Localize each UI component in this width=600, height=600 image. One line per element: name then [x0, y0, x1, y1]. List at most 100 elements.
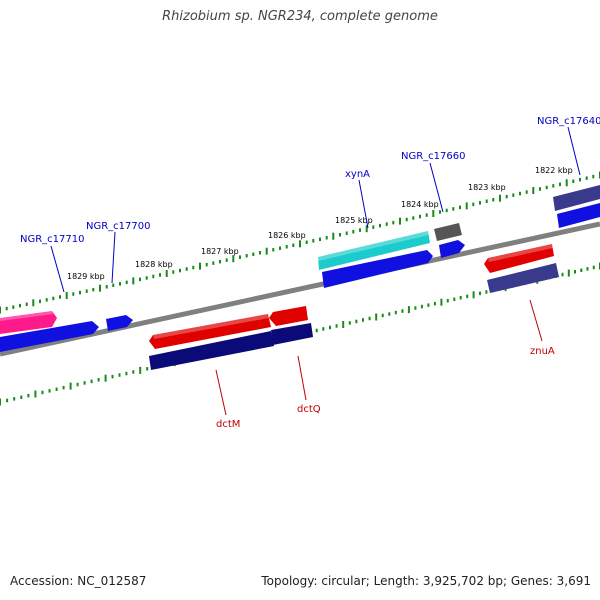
gene-feature-blue-long[interactable]: [0, 321, 99, 352]
top-tick: [319, 237, 321, 241]
gene-label-dctQ[interactable]: dctQ: [297, 404, 321, 415]
top-tick: [259, 251, 261, 255]
bottom-tick: [20, 395, 23, 399]
top-tick: [559, 182, 561, 187]
top-tick: [205, 262, 208, 267]
bottom-tick: [586, 267, 589, 271]
bottom-tick: [118, 373, 121, 377]
top-tick: [279, 246, 281, 250]
gene-label-xynA[interactable]: xynA: [345, 169, 370, 180]
bottom-tick: [580, 268, 583, 272]
bottom-tick: [97, 378, 100, 382]
gene-feature-xynA-cyan[interactable]: [318, 231, 430, 270]
gene-label-c17660[interactable]: NGR_c17660: [401, 151, 466, 162]
top-tick: [45, 298, 48, 302]
gene-label-c17710[interactable]: NGR_c17710: [20, 234, 85, 245]
top-tick: [12, 305, 15, 309]
top-tick: [172, 270, 175, 274]
top-tick: [539, 187, 541, 191]
top-tick: [199, 262, 201, 270]
gene-feature-pink[interactable]: [0, 311, 57, 334]
gene-label-c17640[interactable]: NGR_c17640: [537, 116, 600, 127]
top-tick: [512, 193, 515, 197]
kbp-label-1825: 1825 kbp: [335, 216, 373, 225]
top-tick: [552, 184, 555, 188]
top-tick: [332, 232, 335, 240]
gene-feature-c17640-purple[interactable]: [553, 185, 600, 211]
bottom-tick: [329, 325, 331, 330]
top-tick: [465, 202, 468, 210]
top-tick: [525, 190, 528, 194]
gene-feature-znuA-red[interactable]: [484, 244, 554, 273]
kbp-label-1829: 1829 kbp: [67, 272, 105, 281]
top-tick: [79, 290, 81, 295]
top-tick: [59, 295, 61, 299]
top-tick: [132, 277, 135, 285]
top-tick: [272, 248, 275, 252]
gene-feature-dctQ-red[interactable]: [269, 306, 308, 326]
top-tick: [72, 292, 75, 296]
kbp-label-1822: 1822 kbp: [535, 166, 573, 175]
bottom-tick: [485, 290, 488, 294]
gene-feature-dctM-red[interactable]: [149, 314, 271, 349]
top-tick: [312, 239, 315, 243]
bottom-tick: [0, 398, 1, 406]
kbp-label-1828: 1828 kbp: [135, 260, 173, 269]
top-tick: [412, 216, 415, 220]
highlight-znuA: [488, 244, 553, 262]
top-tick: [585, 176, 588, 180]
top-tick: [392, 220, 395, 225]
top-tick: [119, 282, 121, 286]
bottom-tick: [13, 397, 16, 401]
top-tick: [225, 258, 228, 262]
top-tick: [339, 233, 341, 237]
bottom-tick: [27, 393, 30, 398]
gene-feature-znuA-purple[interactable]: [487, 263, 559, 293]
gene-feature-dctQ-navy[interactable]: [271, 323, 313, 345]
gene-feature-c17640-blue[interactable]: [557, 203, 600, 228]
leader-line-xynA: [358, 179, 369, 229]
gene-feature-c17660-gray[interactable]: [434, 223, 462, 241]
kbp-label-1823: 1823 kbp: [468, 183, 506, 192]
gene-feature-c17660-blue[interactable]: [439, 240, 465, 258]
bottom-tick: [335, 324, 338, 328]
top-tick: [292, 243, 295, 247]
kbp-label-1826: 1826 kbp: [268, 231, 306, 240]
top-tick: [432, 210, 435, 217]
gene-label-c17700[interactable]: NGR_c17700: [86, 221, 151, 232]
top-tick: [19, 303, 21, 308]
bottom-tick: [574, 270, 576, 274]
top-tick: [379, 223, 381, 228]
top-tick: [459, 205, 461, 210]
top-tick: [592, 174, 595, 179]
gene-feature-xynA-blue[interactable]: [322, 250, 433, 288]
leader-line-c17660: [429, 162, 444, 213]
gene-feature-dctM-navy[interactable]: [149, 331, 274, 370]
bottom-tick: [55, 387, 58, 391]
bottom-tick: [83, 381, 86, 385]
bottom-tick: [459, 296, 462, 300]
top-tick: [179, 268, 181, 273]
bottom-tick: [125, 371, 128, 376]
top-tick: [299, 240, 301, 248]
top-tick: [92, 287, 95, 292]
top-tick: [572, 179, 575, 183]
leader-line-c17640: [567, 126, 581, 176]
gene-label-dctM[interactable]: dctM: [216, 419, 240, 430]
top-tick: [372, 225, 375, 229]
top-tick: [545, 185, 548, 190]
bottom-tick: [446, 299, 449, 303]
bottom-tick: [453, 297, 456, 301]
kbp-label-1827: 1827 kbp: [201, 247, 239, 256]
leader-line-c17700: [111, 231, 116, 284]
gene-feature-blue-short[interactable]: [106, 315, 133, 331]
bottom-tick: [132, 370, 135, 374]
top-tick: [499, 194, 501, 202]
top-tick: [399, 217, 401, 225]
top-tick: [285, 245, 288, 249]
gene-label-znuA[interactable]: znuA: [530, 346, 555, 357]
top-tick: [519, 191, 521, 196]
top-tick: [565, 179, 568, 187]
